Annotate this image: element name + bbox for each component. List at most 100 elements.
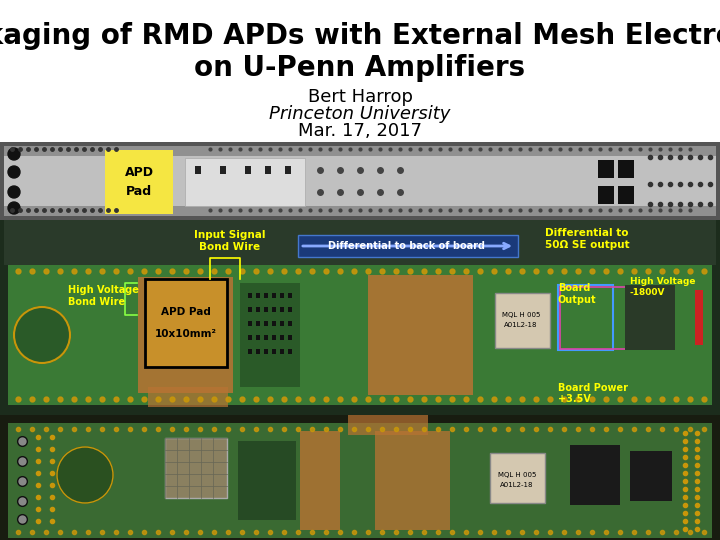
Bar [248, 307, 252, 312]
Text: on U-Penn Amplifiers: on U-Penn Amplifiers [194, 54, 526, 82]
Bar [618, 186, 634, 204]
Bar [138, 277, 233, 393]
Text: Princeton University: Princeton University [269, 105, 451, 123]
Text: APD: APD [125, 166, 153, 179]
Bar [185, 158, 305, 206]
Bar [280, 321, 284, 326]
Text: 50Ω SE output: 50Ω SE output [545, 240, 629, 250]
Text: Input Signal: Input Signal [194, 230, 266, 240]
Bar [298, 235, 518, 257]
Bar [264, 293, 268, 298]
Bar [220, 166, 226, 174]
Bar [280, 293, 284, 298]
Text: MQL H 005: MQL H 005 [502, 312, 540, 318]
Bar [598, 186, 614, 204]
Bar [256, 321, 260, 326]
Circle shape [8, 202, 20, 214]
Bar [8, 265, 712, 405]
Text: Packaging of RMD APDs with External Mesh Electrodes: Packaging of RMD APDs with External Mesh… [0, 22, 720, 50]
Text: -1800V: -1800V [630, 288, 665, 297]
Circle shape [8, 166, 20, 178]
Text: High Voltage: High Voltage [68, 285, 139, 295]
Bar [165, 438, 227, 498]
Bar [4, 146, 716, 156]
Bar [264, 335, 268, 340]
Bar [238, 441, 296, 520]
Bar [300, 431, 340, 530]
Text: Pad: Pad [126, 185, 152, 198]
Text: Bert Harrop: Bert Harrop [307, 88, 413, 106]
Bar [248, 349, 252, 354]
Bar [256, 349, 260, 354]
Bar [272, 349, 276, 354]
Bar [560, 287, 630, 349]
Bar [288, 307, 292, 312]
Bar [570, 445, 620, 505]
Text: Board Power: Board Power [558, 383, 628, 393]
Bar [280, 349, 284, 354]
Bar [148, 387, 228, 407]
Bar [264, 349, 268, 354]
Text: 10x10mm²: 10x10mm² [155, 328, 217, 339]
Bar [264, 307, 268, 312]
Text: Mar. 17, 2017: Mar. 17, 2017 [298, 122, 422, 140]
Bar [4, 220, 716, 265]
Text: APD Pad: APD Pad [161, 307, 211, 318]
Circle shape [14, 307, 70, 363]
Bar [558, 285, 613, 350]
Bar [0, 142, 720, 220]
Bar [280, 307, 284, 312]
Bar [240, 283, 300, 387]
Bar [245, 166, 251, 174]
Bar [195, 166, 201, 174]
Bar [105, 150, 173, 214]
Text: Bond Wire: Bond Wire [68, 297, 125, 307]
Bar [4, 206, 716, 216]
Bar [695, 290, 703, 345]
Bar [288, 321, 292, 326]
Bar [272, 321, 276, 326]
Bar [256, 307, 260, 312]
Bar [265, 166, 271, 174]
Bar [256, 335, 260, 340]
Bar [0, 415, 720, 540]
Bar [625, 285, 675, 350]
Circle shape [8, 186, 20, 198]
Bar [618, 160, 634, 178]
Bar [0, 220, 720, 415]
Text: Board: Board [558, 283, 590, 293]
Bar [490, 453, 545, 503]
Bar [630, 451, 672, 501]
Bar [285, 166, 291, 174]
Bar [145, 279, 227, 367]
Text: Differential to: Differential to [545, 228, 629, 238]
Bar [248, 321, 252, 326]
Bar [375, 431, 450, 530]
Bar [248, 335, 252, 340]
Bar [264, 321, 268, 326]
Text: Differential to back of board: Differential to back of board [328, 241, 485, 251]
Bar [272, 307, 276, 312]
Bar [4, 146, 716, 216]
Bar [495, 293, 550, 348]
Bar [288, 335, 292, 340]
Text: A01L2-18: A01L2-18 [504, 322, 538, 328]
Bar [248, 293, 252, 298]
Bar [598, 160, 614, 178]
Bar [272, 335, 276, 340]
Text: MQL H 005: MQL H 005 [498, 472, 536, 478]
Circle shape [57, 447, 113, 503]
Bar [256, 293, 260, 298]
Bar [280, 335, 284, 340]
Circle shape [8, 148, 20, 160]
Bar [272, 293, 276, 298]
Text: A01L2-18: A01L2-18 [500, 482, 534, 488]
Text: Output: Output [558, 295, 597, 305]
Bar [288, 293, 292, 298]
Bar [368, 275, 473, 395]
Bar [348, 415, 428, 435]
Text: +3.5V: +3.5V [558, 394, 591, 404]
Bar [8, 423, 712, 538]
Bar [288, 349, 292, 354]
Text: High Voltage: High Voltage [630, 277, 696, 286]
